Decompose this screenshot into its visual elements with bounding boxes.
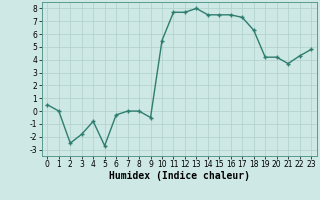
X-axis label: Humidex (Indice chaleur): Humidex (Indice chaleur) [109,171,250,181]
